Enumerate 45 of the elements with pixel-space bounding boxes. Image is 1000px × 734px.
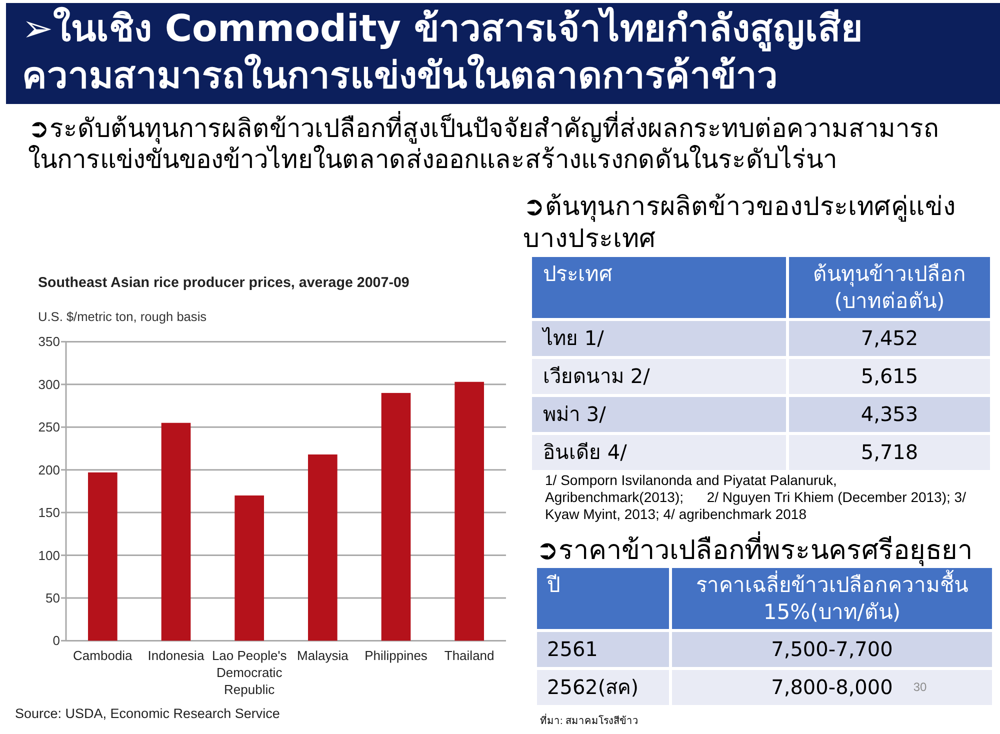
bar <box>308 454 338 641</box>
x-tick-label: Cambodia <box>73 648 134 663</box>
text: 2561 <box>547 637 598 661</box>
text: 5,615 <box>860 364 918 388</box>
text: 5,718 <box>860 440 918 464</box>
text: ที่มา: สมาคมโรงสีข้าว <box>540 715 640 728</box>
text: เวียดนาม 2/ <box>543 364 650 388</box>
category-label: ประเทศ <box>542 261 613 288</box>
category-label: ราคาเฉลี่ยข้าวเปลือกความชื้น 15%(บาท/ตัน) <box>695 572 969 626</box>
text: ➲ราคาข้าวเปลือกที่พระนครศรีอยุธยา <box>536 533 974 568</box>
x-tick-label: Lao People's Democratic Republic <box>212 648 288 697</box>
y-tick-label: 200 <box>38 462 60 478</box>
y-tick-label: 250 <box>38 420 60 435</box>
category-label: ปี <box>546 572 561 599</box>
chart-title: Southeast Asian rice producer prices, average 2007-09 <box>38 275 410 291</box>
x-tick-label: Philippines <box>364 648 428 663</box>
text: ➲ต้นทุนการผลิตข้าวของประเทศคู่แข่ง บางประเทศ <box>523 191 957 255</box>
x-tick-label: Indonesia <box>148 648 205 663</box>
text: 7,800-8,000 <box>771 675 893 699</box>
text: พม่า 3/ <box>543 402 606 426</box>
x-tick-label: Malaysia <box>297 648 350 663</box>
text: ➢ในเชิง Commodity ข้าวสารเจ้าไทยกำลังสูญเสีย ความสามารถในการแข่งขันในตลาดการค้าข้าว <box>22 6 863 99</box>
text: 2562(สค) <box>547 675 639 699</box>
source-note: Source: USDA, Economic Research Service <box>15 706 280 721</box>
x-tick-label: Thailand <box>444 648 494 663</box>
y-tick-label: 0 <box>52 633 60 648</box>
y-axis-title: U.S. $/metric ton, rough basis <box>38 309 207 324</box>
text: 30 <box>912 679 928 695</box>
text: 4,353 <box>860 402 918 426</box>
bar <box>381 392 411 641</box>
text: 7,452 <box>860 326 918 350</box>
y-tick-label: 300 <box>38 376 60 392</box>
bar <box>234 495 264 641</box>
text: 1/ Somporn Isvilanonda and Piyatat Palanuruk, Agribenchmark(2013); 2/ Nguyen Tri Khiem (December 2013); 3/ Kyaw Myint, 2013; 4/ agribenchmark 2018 <box>545 472 967 523</box>
text: ไทย 1/ <box>543 326 604 350</box>
y-tick-label: 50 <box>46 590 60 606</box>
category-label: ต้นทุนข้าวเปลือก (บาทต่อตัน) <box>812 261 967 315</box>
y-tick-label: 100 <box>38 548 60 563</box>
text: 7,500-7,700 <box>771 637 893 661</box>
bar <box>88 472 118 641</box>
y-tick-label: 350 <box>38 334 60 350</box>
text: อินเดีย 4/ <box>543 440 627 464</box>
y-tick-label: 150 <box>38 505 60 520</box>
bar <box>454 382 484 641</box>
bar <box>161 422 191 641</box>
